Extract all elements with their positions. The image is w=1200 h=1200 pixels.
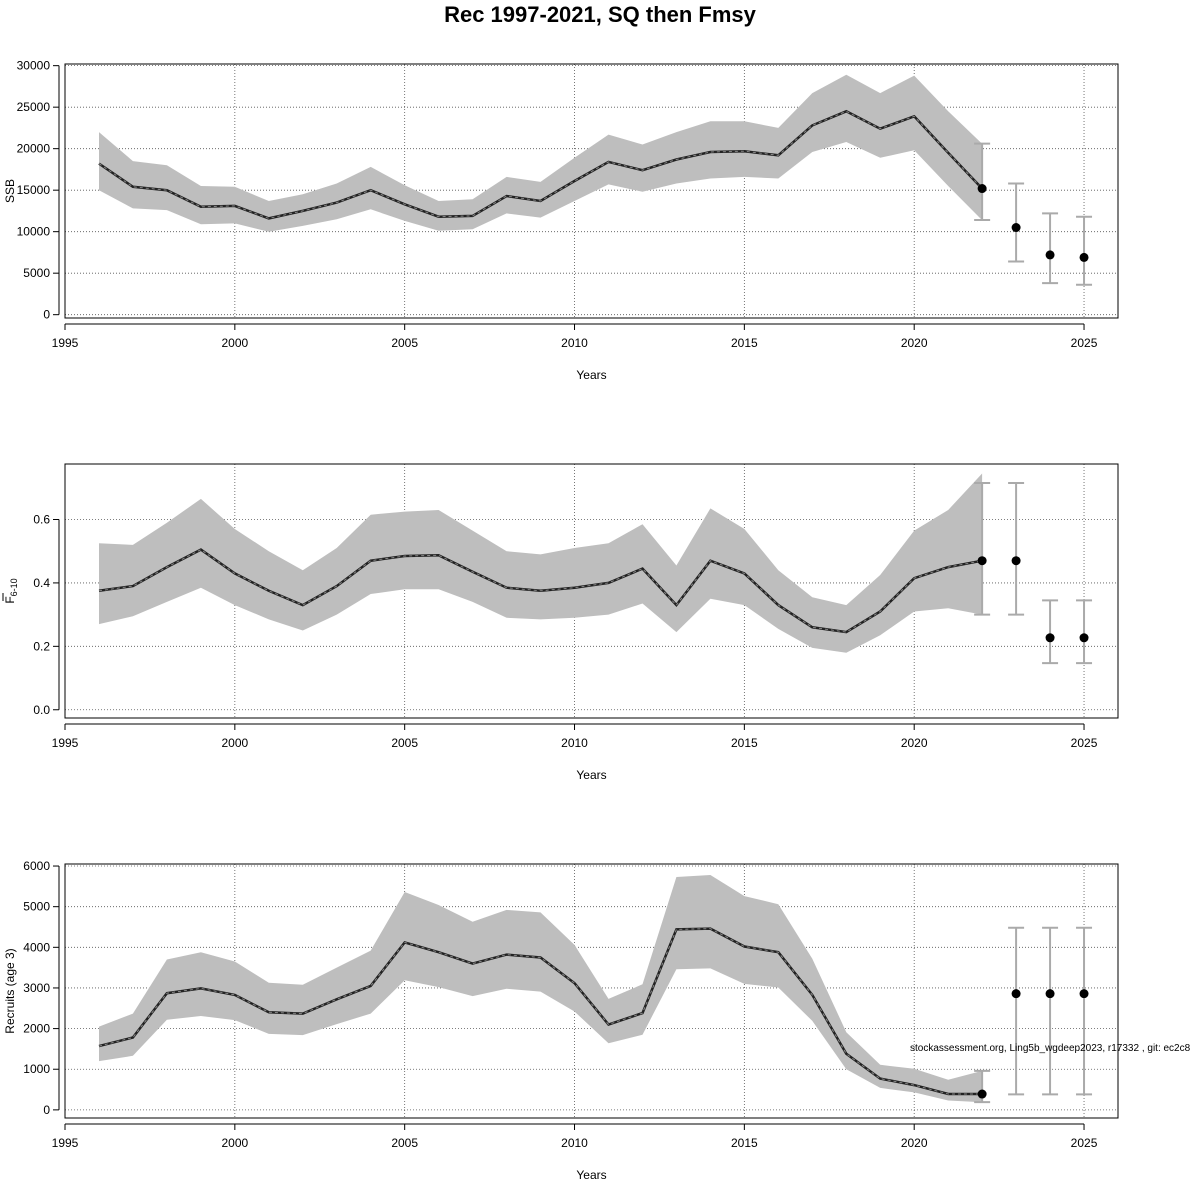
confidence-band [99, 473, 983, 653]
x-tick-label: 2005 [391, 736, 418, 750]
plot-frame [64, 463, 1119, 719]
y-axis-label: Recruits (age 3) [3, 948, 17, 1033]
y-tick-label: 20000 [17, 142, 51, 156]
x-tick-label: 2000 [221, 336, 248, 350]
ssb-panel: 1995 2000 2005 2010 2015 2020 2025 Years 0 5000 10… [3, 59, 1119, 382]
forecast-point [1079, 252, 1089, 262]
y-axis-label: SSB [3, 179, 17, 203]
x-tick-label: 2020 [901, 736, 928, 750]
x-tick-label: 2015 [731, 336, 758, 350]
x-tick-label: 1995 [52, 736, 79, 750]
x-tick-label: 2020 [901, 1136, 928, 1150]
x-axis-label: Years [576, 768, 606, 782]
plot-frame [64, 63, 1119, 319]
x-tick-label: 2015 [731, 1136, 758, 1150]
confidence-band [99, 74, 983, 232]
x-tick-label: 1995 [52, 336, 79, 350]
y-tick-label: 0.0 [33, 703, 50, 717]
y-tick-label: 0 [43, 1103, 50, 1117]
forecast-point [1079, 989, 1089, 999]
y-tick-label: 0 [43, 308, 50, 322]
page-title: Rec 1997-2021, SQ then Fmsy [444, 2, 756, 27]
y-tick-label: 10000 [17, 225, 51, 239]
y-tick-label: 0.2 [33, 639, 50, 653]
y-tick-label: 5000 [23, 900, 50, 914]
forecast-point [1011, 223, 1021, 233]
forecast-point [1045, 633, 1055, 643]
y-tick-label: 6000 [23, 859, 50, 873]
x-tick-label: 2020 [901, 336, 928, 350]
forecast-point [1079, 633, 1089, 643]
x-tick-label: 2025 [1071, 736, 1098, 750]
forecast-point [977, 556, 987, 566]
y-tick-label: 15000 [17, 183, 51, 197]
y-axis-label-subscript: 6-10 [9, 578, 19, 596]
x-tick-label: 1995 [52, 1136, 79, 1150]
forecast-point [977, 184, 987, 194]
y-tick-label: 4000 [23, 940, 50, 954]
x-tick-label: 2005 [391, 1136, 418, 1150]
y-tick-label: 30000 [17, 59, 51, 73]
y-axis-label: F6-10 [3, 578, 19, 603]
x-axis-label: Years [576, 368, 606, 382]
x-tick-label: 2000 [221, 736, 248, 750]
x-tick-label: 2005 [391, 336, 418, 350]
estimate-line-dash [98, 110, 983, 219]
plot-frame [64, 863, 1119, 1119]
estimate-line-dash [98, 928, 983, 1095]
forecast-point [1045, 250, 1055, 260]
y-tick-label: 3000 [23, 981, 50, 995]
forecast-point [1011, 556, 1021, 566]
x-tick-label: 2010 [561, 1136, 588, 1150]
forecast-point [977, 1089, 987, 1099]
y-tick-label: 5000 [23, 266, 50, 280]
x-tick-label: 2010 [561, 736, 588, 750]
y-tick-label: 25000 [17, 100, 51, 114]
x-tick-label: 2000 [221, 1136, 248, 1150]
forecast-point [1011, 989, 1021, 999]
x-tick-label: 2025 [1071, 1136, 1098, 1150]
y-tick-label: 0.4 [33, 576, 50, 590]
estimate-line-dash [98, 549, 983, 633]
confidence-band [99, 875, 983, 1103]
x-tick-label: 2015 [731, 736, 758, 750]
forecast-point [1045, 989, 1055, 999]
y-tick-label: 2000 [23, 1022, 50, 1036]
y-tick-label: 1000 [23, 1062, 50, 1076]
watermark-text: stockassessment.org, Ling5b_wgdeep2023, … [910, 1043, 1191, 1054]
fbar-panel: 1995 2000 2005 2010 2015 2020 2025 Years 0.0 0.2 0… [2, 463, 1119, 782]
y-tick-label: 0.6 [33, 512, 50, 526]
x-axis-label: Years [576, 1168, 606, 1182]
x-tick-label: 2025 [1071, 336, 1098, 350]
recruits-panel: 1995 2000 2005 2010 2015 2020 2025 Years 0 1000 20… [3, 859, 1119, 1182]
x-tick-label: 2010 [561, 336, 588, 350]
